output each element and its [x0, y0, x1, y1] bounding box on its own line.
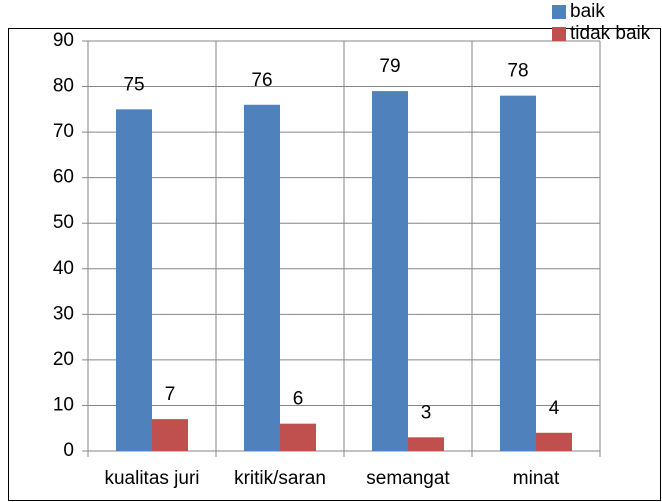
data-label: 78	[507, 61, 528, 82]
y-tick-label: 60	[53, 167, 74, 188]
y-tick-label: 50	[53, 212, 74, 233]
y-tick-label: 0	[63, 440, 74, 461]
legend-label: baik	[570, 1, 605, 22]
y-tick-label: 90	[53, 30, 74, 51]
x-tick-label: kritik/saran	[234, 468, 326, 489]
bar	[244, 104, 280, 452]
bar	[500, 95, 536, 452]
data-label: 79	[379, 56, 400, 77]
data-label: 76	[251, 70, 272, 91]
x-tick-label: kualitas juri	[104, 468, 199, 489]
x-tick-label: minat	[513, 468, 560, 489]
y-tick-label: 20	[53, 349, 74, 370]
y-tick-label: 80	[53, 76, 74, 97]
bar	[408, 437, 444, 451]
data-label: 75	[123, 74, 144, 95]
data-label: 6	[293, 389, 304, 410]
y-tick-label: 10	[53, 394, 74, 415]
data-label: 3	[421, 402, 432, 423]
legend-swatch	[552, 27, 566, 41]
legend-label: tidak baik	[570, 23, 651, 44]
y-tick-label: 70	[53, 121, 74, 142]
bar	[536, 432, 572, 451]
legend-swatch	[552, 5, 566, 19]
x-tick-label: semangat	[366, 468, 450, 489]
chart-border	[8, 28, 661, 501]
bar	[116, 109, 152, 451]
bar	[280, 423, 316, 451]
y-tick-label: 30	[53, 303, 74, 324]
y-tick-label: 40	[53, 258, 74, 279]
data-label: 4	[549, 398, 560, 419]
bar	[372, 91, 408, 451]
bar	[152, 419, 188, 451]
data-label: 7	[165, 384, 176, 405]
